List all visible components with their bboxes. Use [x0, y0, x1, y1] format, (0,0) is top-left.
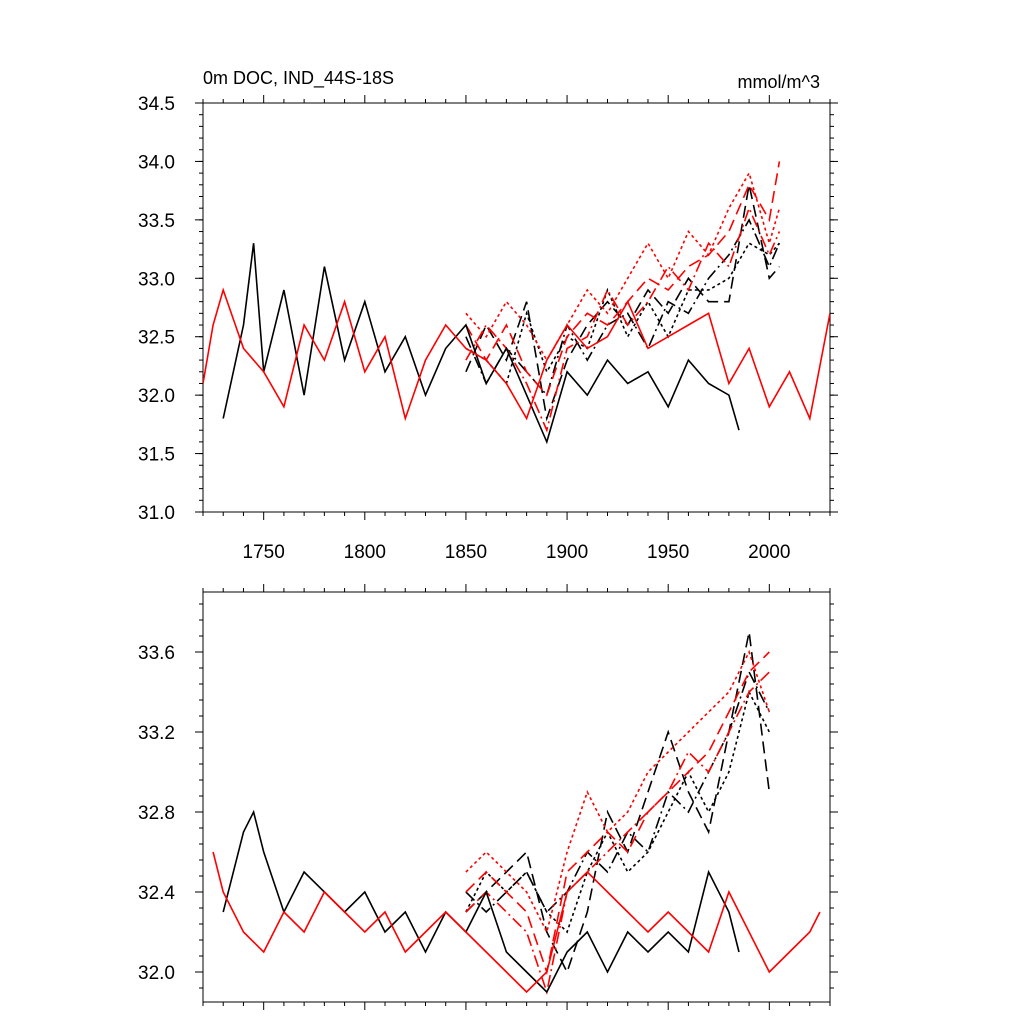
- bottom-y-tick-label: 32.4: [138, 883, 175, 904]
- top-series-line-8: [203, 287, 830, 422]
- bottom-panel: 32.0 32.4 32.8 33.2 33.6: [138, 584, 838, 1010]
- bottom-series-line-5: [465, 649, 771, 935]
- bottom-y-tick-label: 33.6: [138, 643, 175, 664]
- top-series-line-6: [465, 205, 781, 433]
- bottom-series-line-1: [465, 631, 771, 975]
- top-y-tick-label: 32.0: [138, 386, 175, 407]
- bottom-plot-frame: [202, 591, 831, 1003]
- top-x-tick-label: 1850: [445, 542, 487, 563]
- top-y-tick-label: 34.5: [138, 94, 175, 115]
- bottom-y-tick-label: 33.2: [138, 723, 175, 744]
- top-y-tick-label: 31.0: [138, 503, 175, 524]
- top-series-line-1: [465, 184, 781, 422]
- top-x-tick-label: 1750: [243, 542, 285, 563]
- top-series-group: [203, 161, 830, 445]
- bottom-series-line-6: [465, 671, 770, 996]
- bottom-series-line-3: [465, 669, 771, 914]
- top-y-tick-label: 34.0: [138, 152, 175, 173]
- top-x-tick-label: 1900: [546, 542, 588, 563]
- top-series-line-3: [465, 218, 781, 397]
- bottom-series-line-7: [222, 809, 740, 994]
- bottom-series-group: [212, 631, 821, 996]
- top-panel: 0m DOC, IND_44S-18S mmol/m^3 1750 1800 185…: [138, 68, 838, 563]
- top-x-tick-label: 1800: [344, 542, 386, 563]
- top-chart-units: mmol/m^3: [738, 72, 820, 92]
- top-chart-title: 0m DOC, IND_44S-18S: [203, 68, 394, 89]
- bottom-axes: 32.0 32.4 32.8 33.2 33.6: [138, 584, 838, 1010]
- top-axes: 1750 1800 1850 1900 1950 2000 31.0 31.5 32.0 32.5…: [138, 94, 838, 563]
- top-series-line-5: [465, 171, 781, 362]
- top-plot-frame: [202, 102, 831, 513]
- top-series-line-2: [465, 242, 781, 386]
- top-y-tick-label: 33.0: [138, 269, 175, 290]
- bottom-series-line-4: [465, 651, 770, 976]
- top-y-tick-label: 33.5: [138, 211, 175, 232]
- bottom-series-line-8: [212, 851, 821, 994]
- top-y-tick-label: 32.5: [138, 328, 175, 349]
- bottom-y-tick-label: 32.0: [138, 963, 175, 984]
- top-x-tick-label: 2000: [748, 542, 790, 563]
- top-y-tick-label: 31.5: [138, 445, 175, 466]
- bottom-y-tick-label: 32.8: [138, 803, 175, 824]
- top-x-tick-label: 1950: [647, 542, 689, 563]
